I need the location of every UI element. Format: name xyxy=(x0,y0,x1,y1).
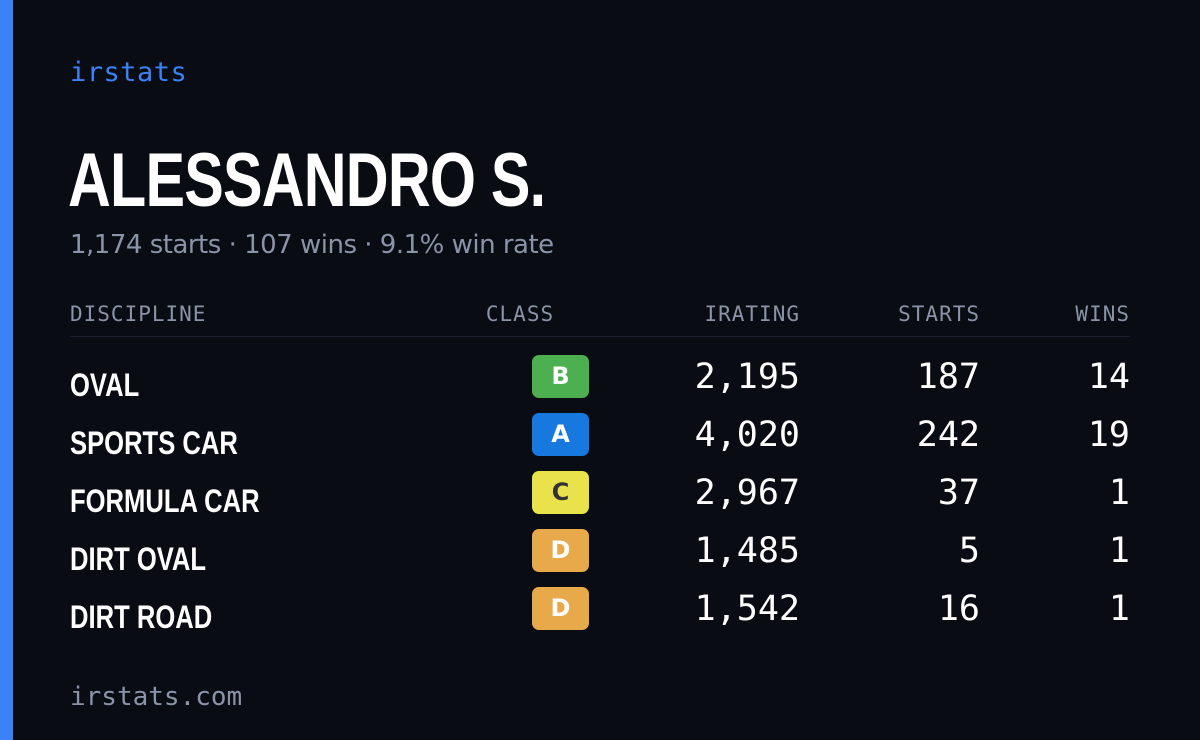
starts-value: 16 xyxy=(937,589,980,629)
irating-value: 1,542 xyxy=(694,589,800,629)
column-header-discipline: DISCIPLINE xyxy=(70,302,207,326)
accent-bar xyxy=(0,0,13,740)
wins-value: 14 xyxy=(1087,357,1130,397)
driver-summary: 1,174 starts · 107 wins · 9.1% win rate xyxy=(70,230,554,260)
class-badge: D xyxy=(532,529,589,572)
discipline-name: DIRT ROAD xyxy=(70,599,213,635)
wins-value: 1 xyxy=(1108,531,1130,571)
discipline-name: OVAL xyxy=(70,367,140,403)
wins-value: 1 xyxy=(1108,473,1130,513)
irating-value: 1,485 xyxy=(694,531,800,571)
irating-value: 2,967 xyxy=(694,473,800,513)
stats-table: DISCIPLINE CLASS IRATING STARTS WINS OVA… xyxy=(70,296,1130,643)
table-row: DIRT OVAL D 1,485 5 1 xyxy=(70,527,1130,585)
class-badge: A xyxy=(532,413,589,456)
class-badge: C xyxy=(532,471,589,514)
column-header-class: CLASS xyxy=(485,302,555,326)
table-row: FORMULA CAR C 2,967 37 1 xyxy=(70,469,1130,527)
table-body: OVAL B 2,195 187 14 SPORTS CAR A 4,020 2… xyxy=(70,353,1130,643)
table-row: SPORTS CAR A 4,020 242 19 xyxy=(70,411,1130,469)
table-row: DIRT ROAD D 1,542 16 1 xyxy=(70,585,1130,643)
table-header: DISCIPLINE CLASS IRATING STARTS WINS xyxy=(70,296,1130,337)
starts-value: 187 xyxy=(916,357,980,397)
irating-value: 2,195 xyxy=(694,357,800,397)
discipline-name: SPORTS CAR xyxy=(70,425,238,461)
column-header-wins: WINS xyxy=(1075,302,1130,326)
driver-name: ALESSANDRO S. xyxy=(68,138,546,223)
column-header-starts: STARTS xyxy=(898,302,980,326)
class-badge: D xyxy=(532,587,589,630)
starts-value: 5 xyxy=(958,531,980,571)
table-row: OVAL B 2,195 187 14 xyxy=(70,353,1130,411)
discipline-name: DIRT OVAL xyxy=(70,541,207,577)
starts-value: 242 xyxy=(916,415,980,455)
footer-url: irstats.com xyxy=(70,682,243,712)
wins-value: 19 xyxy=(1087,415,1130,455)
discipline-name: FORMULA CAR xyxy=(70,483,260,519)
column-header-irating: IRATING xyxy=(704,302,800,326)
brand-logo-text: irstats xyxy=(70,57,188,88)
class-badge: B xyxy=(532,355,589,398)
irating-value: 4,020 xyxy=(694,415,800,455)
starts-value: 37 xyxy=(937,473,980,513)
wins-value: 1 xyxy=(1108,589,1130,629)
